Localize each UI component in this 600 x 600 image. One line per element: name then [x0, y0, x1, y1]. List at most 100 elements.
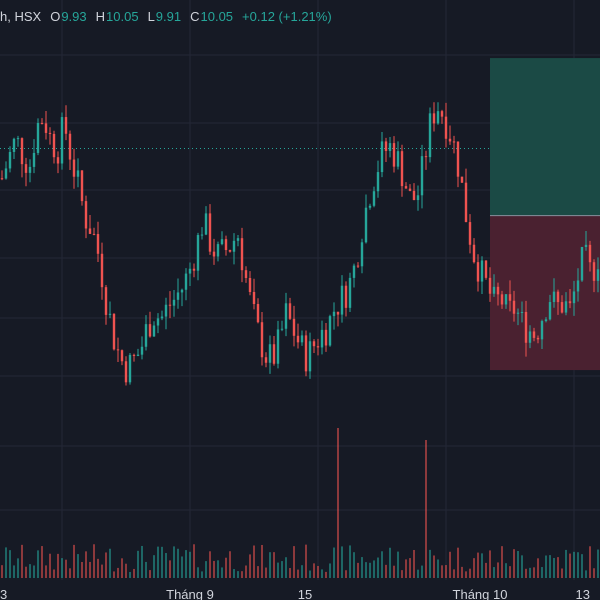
volume-bar [441, 565, 443, 578]
candle-body [496, 286, 500, 295]
candle-body [216, 244, 220, 257]
candle-body [580, 246, 584, 281]
volume-bar [429, 549, 431, 578]
volume-bar [509, 566, 511, 578]
volume-bar [493, 567, 495, 578]
high-label: H [95, 8, 106, 24]
candle-body [516, 312, 520, 314]
candle-body [392, 143, 396, 167]
volume-bar [5, 547, 7, 578]
time-axis[interactable]: 3 Tháng 9 15 Tháng 10 13 [0, 587, 590, 600]
candle-body [308, 341, 312, 372]
volume-bar [13, 565, 15, 578]
volume-bar [353, 552, 355, 578]
candle-body [336, 311, 340, 315]
volume-bar [241, 571, 243, 578]
candle-body [116, 349, 120, 351]
volume-bar [521, 555, 523, 578]
volume-bar [273, 552, 275, 578]
volume-bar [201, 571, 203, 578]
candle-body [384, 141, 388, 151]
volume-bar [141, 545, 143, 578]
loss-zone[interactable] [490, 215, 600, 371]
candle-body [468, 222, 472, 245]
candle-body [128, 354, 132, 383]
candle-body [292, 318, 296, 336]
volume-bar [165, 553, 167, 578]
candle-body [108, 313, 112, 315]
candle-body [100, 253, 104, 288]
candles [0, 102, 600, 386]
candle-body [372, 191, 376, 206]
candle-body [144, 324, 148, 347]
volume-bar [105, 552, 107, 578]
volume-bar [281, 561, 283, 578]
candle-body [200, 234, 204, 236]
x-tick-label: 13 [576, 587, 590, 600]
volume-bar [1, 565, 3, 578]
candle-body [400, 151, 404, 187]
volume-bar [445, 565, 447, 578]
volume-bar [53, 569, 55, 578]
candle-body [492, 286, 496, 294]
volume-bar [337, 428, 339, 578]
volume-bar [293, 546, 295, 578]
volume-bar [585, 570, 587, 578]
candle-body [320, 329, 324, 348]
volume-bar [285, 557, 287, 578]
volume-bar [489, 550, 491, 578]
volume-bar [533, 567, 535, 578]
volume-bar [561, 568, 563, 578]
candle-body [276, 329, 280, 364]
candle-body [464, 182, 468, 223]
volume-bar [381, 551, 383, 578]
candle-body [112, 313, 116, 350]
volume-bar [21, 544, 23, 578]
volume-bar [161, 546, 163, 578]
volume-bar [477, 552, 479, 578]
candle-body [124, 361, 128, 383]
volume-bar [113, 571, 115, 578]
volume-bar [453, 569, 455, 578]
volume-bar [277, 562, 279, 578]
candle-body [288, 303, 292, 319]
volume-bar [457, 547, 459, 578]
volume-bar [217, 560, 219, 578]
volume-bar [289, 568, 291, 578]
candle-body [520, 311, 524, 313]
candle-body [16, 138, 20, 140]
candle-body [248, 278, 252, 292]
volume-bar [221, 567, 223, 578]
volume-bar [193, 544, 195, 578]
volume-bar [409, 558, 411, 578]
open-value: 9.93 [61, 8, 87, 24]
volume-bar [245, 565, 247, 578]
candle-body [428, 113, 432, 158]
candle-body [328, 316, 332, 346]
volume-bar [181, 556, 183, 578]
volume-bar [461, 566, 463, 578]
volume-bar [501, 546, 503, 578]
volume-bar [473, 558, 475, 578]
volume-bar [541, 567, 543, 578]
candle-body [56, 157, 60, 164]
volume-bar [417, 569, 419, 578]
candle-body [476, 262, 480, 282]
volume-bar [565, 549, 567, 578]
profit-zone[interactable] [490, 58, 600, 216]
candle-body [376, 172, 380, 192]
volume-bar [117, 567, 119, 578]
volume-bar [413, 549, 415, 578]
candle-body [340, 285, 344, 315]
candle-body [596, 269, 600, 281]
candle-body [76, 170, 80, 177]
candle-body [528, 331, 532, 343]
volume-bar [109, 548, 111, 578]
candle-body [12, 138, 16, 152]
volume-bar [485, 562, 487, 578]
candle-body [416, 195, 420, 201]
candle-body [364, 207, 368, 243]
volume-bar [261, 544, 263, 578]
candle-body [104, 287, 108, 315]
